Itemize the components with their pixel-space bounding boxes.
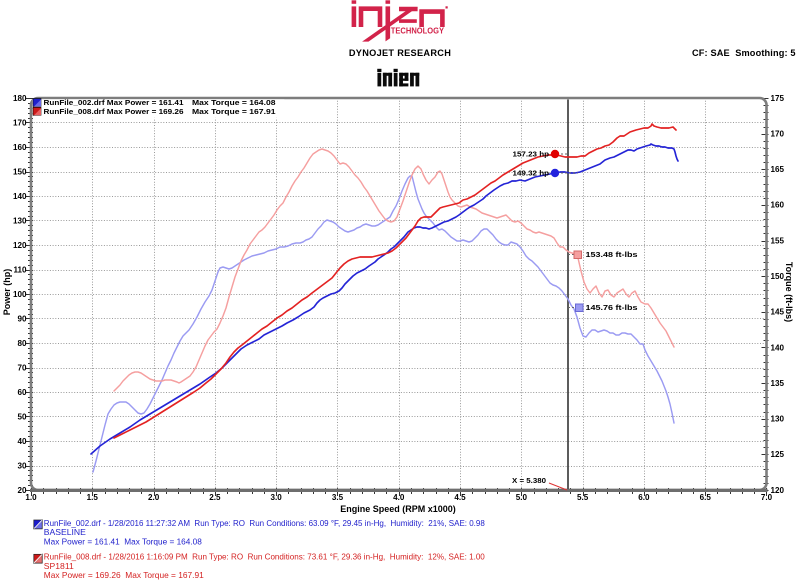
svg-text:RunFile_002.drf - 1/28/2016 11: RunFile_002.drf - 1/28/2016 11:27:32 AM … xyxy=(44,518,485,528)
svg-text:20: 20 xyxy=(17,486,27,495)
svg-text:2.5: 2.5 xyxy=(209,493,221,502)
svg-text:110: 110 xyxy=(13,265,27,274)
svg-text:4.5: 4.5 xyxy=(454,493,466,502)
svg-text:130: 130 xyxy=(13,216,27,225)
svg-text:Engine Speed (RPM x1000): Engine Speed (RPM x1000) xyxy=(340,504,456,514)
svg-text:5.0: 5.0 xyxy=(516,493,528,502)
svg-text:155: 155 xyxy=(771,236,785,245)
svg-text:160: 160 xyxy=(13,143,27,152)
svg-text:120: 120 xyxy=(13,241,27,250)
svg-text:149.32 hp: 149.32 hp xyxy=(513,169,550,178)
svg-text:170: 170 xyxy=(13,118,27,127)
svg-text:70: 70 xyxy=(17,363,27,372)
svg-text:BASELINE: BASELINE xyxy=(44,527,86,537)
svg-text:7.0: 7.0 xyxy=(761,493,773,502)
svg-text:50: 50 xyxy=(17,412,27,421)
svg-text:60: 60 xyxy=(17,388,27,397)
svg-text:170: 170 xyxy=(771,129,785,138)
svg-text:40: 40 xyxy=(17,437,27,446)
svg-text:Torque (ft-lbs): Torque (ft-lbs) xyxy=(784,262,794,322)
svg-text:2.0: 2.0 xyxy=(148,493,160,502)
svg-text:1.0: 1.0 xyxy=(25,493,37,502)
svg-text:4.0: 4.0 xyxy=(393,493,405,502)
svg-text:Max Power = 169.26 Max Torque: Max Power = 169.26 Max Torque = 167.91 xyxy=(44,570,204,580)
svg-text:6.0: 6.0 xyxy=(638,493,650,502)
svg-text:Max Torque = 164.08: Max Torque = 164.08 xyxy=(192,98,276,107)
svg-text:160: 160 xyxy=(771,201,785,210)
svg-text:165: 165 xyxy=(771,165,785,174)
svg-text:1.5: 1.5 xyxy=(87,493,99,502)
svg-text:5.5: 5.5 xyxy=(577,493,589,502)
svg-text:150: 150 xyxy=(13,167,27,176)
svg-text:180: 180 xyxy=(13,94,27,103)
svg-text:RunFile_002.drf Max Power = 16: RunFile_002.drf Max Power = 161.41 xyxy=(44,98,185,107)
svg-text:3.0: 3.0 xyxy=(271,493,283,502)
svg-text:125: 125 xyxy=(771,450,785,459)
svg-text:157.23 hp: 157.23 hp xyxy=(513,150,550,159)
svg-text:CF: SAE Smoothing: 5: CF: SAE Smoothing: 5 xyxy=(692,48,796,58)
svg-text:120: 120 xyxy=(771,486,785,495)
svg-text:100: 100 xyxy=(13,290,27,299)
svg-text:DYNOJET RESEARCH: DYNOJET RESEARCH xyxy=(349,48,451,58)
svg-text:130: 130 xyxy=(771,415,785,424)
svg-text:RunFile_008.drf - 1/28/2016 1:: RunFile_008.drf - 1/28/2016 1:16:09 PM R… xyxy=(44,552,485,562)
svg-text:90: 90 xyxy=(17,314,27,323)
svg-text:SP1811: SP1811 xyxy=(44,561,74,571)
svg-text:RunFile_008.drf Max Power = 16: RunFile_008.drf Max Power = 169.26 xyxy=(44,107,184,116)
svg-text:6.5: 6.5 xyxy=(700,493,712,502)
svg-text:Max Power = 161.41 Max Torque: Max Power = 161.41 Max Torque = 164.08 xyxy=(44,537,202,547)
svg-text:X = 5.380: X = 5.380 xyxy=(512,476,546,485)
svg-text:135: 135 xyxy=(771,379,785,388)
svg-text:150: 150 xyxy=(771,272,785,281)
svg-text:80: 80 xyxy=(17,339,27,348)
svg-text:Power (hp): Power (hp) xyxy=(2,269,12,316)
svg-text:TECHNOLOGY: TECHNOLOGY xyxy=(391,27,445,36)
svg-text:175: 175 xyxy=(771,94,785,103)
svg-text:3.5: 3.5 xyxy=(332,493,344,502)
svg-text:145.76 ft-lbs: 145.76 ft-lbs xyxy=(586,303,638,312)
svg-text:140: 140 xyxy=(771,343,785,352)
svg-text:153.48 ft-lbs: 153.48 ft-lbs xyxy=(586,250,638,259)
svg-text:30: 30 xyxy=(17,461,27,470)
svg-text:Max Torque = 167.91: Max Torque = 167.91 xyxy=(192,107,276,116)
svg-text:140: 140 xyxy=(13,192,27,201)
svg-text:145: 145 xyxy=(771,308,785,317)
